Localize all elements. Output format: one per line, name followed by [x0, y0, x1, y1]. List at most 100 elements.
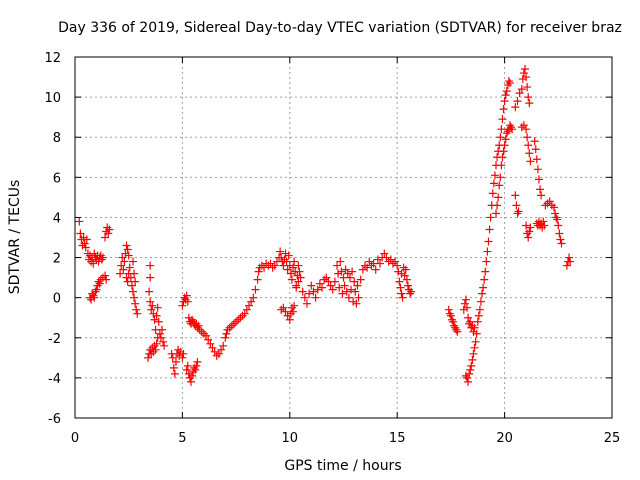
data-point — [183, 361, 192, 370]
data-point — [486, 213, 495, 222]
data-point — [194, 321, 203, 330]
data-point — [82, 235, 91, 244]
data-point — [467, 361, 476, 370]
data-point — [117, 261, 126, 270]
data-point — [105, 225, 114, 234]
data-point — [446, 311, 455, 320]
data-point — [221, 333, 230, 342]
data-point — [242, 305, 251, 314]
data-point — [380, 249, 389, 258]
data-point — [356, 275, 365, 284]
data-point — [234, 315, 243, 324]
data-point — [445, 309, 454, 318]
data-point — [124, 251, 133, 260]
data-point — [508, 125, 517, 134]
data-point — [182, 365, 191, 374]
data-point — [476, 297, 485, 306]
data-point — [305, 289, 314, 298]
data-point — [473, 317, 482, 326]
data-point — [295, 267, 304, 276]
x-tick-label: 15 — [389, 431, 406, 446]
data-point — [340, 281, 349, 290]
data-point — [300, 293, 309, 302]
data-point — [286, 269, 295, 278]
data-point — [289, 307, 298, 316]
data-point — [178, 353, 187, 362]
data-point — [183, 297, 192, 306]
data-point — [313, 285, 322, 294]
data-point — [464, 313, 473, 322]
data-point — [193, 357, 202, 366]
data-point — [123, 245, 132, 254]
data-point — [210, 347, 219, 356]
data-point — [358, 265, 367, 274]
data-point — [497, 125, 506, 134]
data-point — [401, 265, 410, 274]
data-point — [170, 369, 179, 378]
data-point — [525, 227, 534, 236]
data-point — [147, 305, 156, 314]
data-point — [292, 283, 301, 292]
data-point — [465, 369, 474, 378]
data-point — [523, 83, 532, 92]
y-tick-label: 8 — [53, 131, 61, 146]
data-point — [188, 371, 197, 380]
data-point — [397, 289, 406, 298]
data-point — [144, 353, 153, 362]
y-tick-label: 2 — [53, 252, 61, 267]
data-point — [517, 123, 526, 132]
data-point — [128, 257, 137, 266]
data-point — [502, 87, 511, 96]
data-point — [75, 217, 84, 226]
data-point — [481, 267, 490, 276]
data-point — [159, 337, 168, 346]
y-tick-label: -4 — [48, 372, 61, 387]
data-point — [471, 337, 480, 346]
data-point — [499, 147, 508, 156]
data-point — [469, 349, 478, 358]
data-point — [251, 285, 260, 294]
data-point — [247, 297, 256, 306]
data-point — [449, 317, 458, 326]
data-point — [514, 207, 523, 216]
x-tick-labels: 0 5 10 15 20 25 — [71, 431, 620, 446]
data-point — [496, 173, 505, 182]
data-point — [118, 253, 127, 262]
data-point — [119, 265, 128, 274]
data-point — [399, 263, 408, 272]
data-point — [489, 179, 498, 188]
data-point — [157, 325, 166, 334]
data-point — [547, 201, 556, 210]
data-point — [91, 287, 100, 296]
data-point — [102, 275, 111, 284]
data-point — [290, 301, 299, 310]
data-point — [475, 305, 484, 314]
data-point — [524, 141, 533, 150]
data-point — [120, 257, 129, 266]
data-point — [500, 97, 509, 106]
data-point — [151, 345, 160, 354]
data-point — [498, 153, 507, 162]
data-point — [566, 257, 575, 266]
data-point — [483, 247, 492, 256]
data-point — [470, 323, 479, 332]
data-point — [562, 261, 571, 270]
data-point — [103, 223, 112, 232]
data-point — [146, 273, 155, 282]
data-point — [131, 299, 140, 308]
data-point — [505, 79, 514, 88]
data-point — [534, 175, 543, 184]
data-point — [453, 327, 462, 336]
data-point — [450, 321, 459, 330]
data-point — [344, 293, 353, 302]
data-point — [254, 267, 263, 276]
data-point — [268, 263, 277, 272]
data-point — [524, 93, 533, 102]
data-point — [240, 309, 249, 318]
data-point — [400, 271, 409, 280]
data-point — [497, 161, 506, 170]
data-point — [523, 133, 532, 142]
data-point — [485, 225, 494, 234]
data-point — [532, 155, 541, 164]
